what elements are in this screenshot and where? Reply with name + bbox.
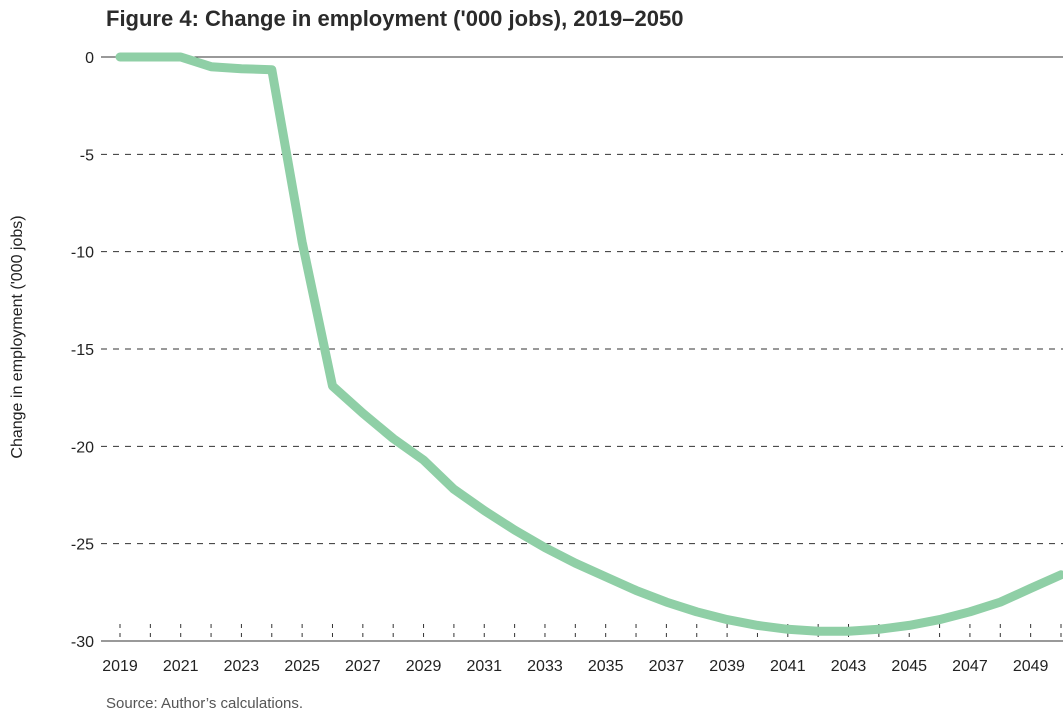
x-tick-label: 2043 — [831, 658, 867, 675]
gridlines — [101, 56, 1063, 642]
y-tick-label: -10 — [71, 245, 94, 262]
y-tick-label: 0 — [85, 50, 94, 67]
x-axis-tick-labels: 2019 2021 2023 2025 2027 2029 2031 2033 2035 2037… — [102, 658, 1048, 675]
y-axis-tick-labels: 0 -5 -10 -15 -20 -25 -30 — [71, 50, 94, 651]
y-tick-label: -30 — [71, 634, 94, 651]
x-tick-label: 2019 — [102, 658, 138, 675]
x-tick-label: 2047 — [952, 658, 988, 675]
y-tick-label: -15 — [71, 342, 94, 359]
x-tick-label: 2023 — [224, 658, 260, 675]
x-tick-label: 2029 — [406, 658, 442, 675]
y-axis-title: Change in employment ('000 jobs) — [9, 215, 26, 458]
y-tick-label: -20 — [71, 439, 94, 456]
x-tick-label: 2041 — [770, 658, 806, 675]
x-tick-label: 2021 — [163, 658, 199, 675]
chart-title: Figure 4: Change in employment ('000 job… — [106, 6, 684, 31]
x-tick-label: 2033 — [527, 658, 563, 675]
x-tick-label: 2037 — [649, 658, 685, 675]
series-line — [115, 52, 1063, 636]
x-tick-label: 2035 — [588, 658, 624, 675]
x-tick-label: 2049 — [1013, 658, 1049, 675]
line-chart: 0-5-10-15-20-25-30 2019 2021 2023 2025 2027 2… — [9, 50, 1063, 675]
y-tick-label: -5 — [80, 147, 94, 164]
x-tick-label: 2031 — [466, 658, 502, 675]
x-tick-label: 2025 — [284, 658, 320, 675]
source-note: Source: Author’s calculations. — [106, 695, 304, 712]
x-tick-label: 2039 — [709, 658, 745, 675]
x-tick-label: 2045 — [891, 658, 927, 675]
y-tick-label: -25 — [71, 537, 94, 554]
x-tick-label: 2027 — [345, 658, 381, 675]
